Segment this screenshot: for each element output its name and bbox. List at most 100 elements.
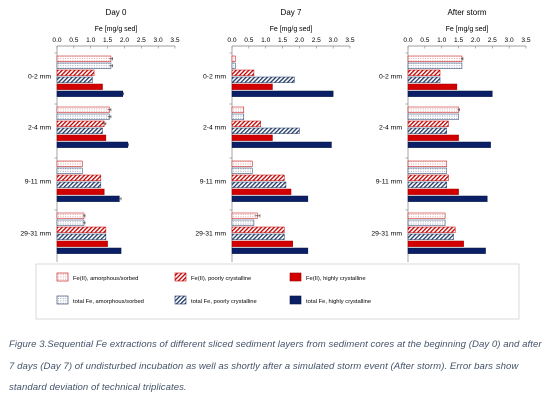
legend-label: total Fe, highly crystalline (306, 299, 371, 305)
bar (56, 134, 107, 141)
bar (231, 127, 300, 134)
x-tick-label: 1.5 (454, 37, 463, 44)
legend: Fe(II), amorphous/sorbed Fe(II), poorly c… (35, 263, 520, 320)
bar (231, 160, 253, 167)
bar (56, 181, 102, 188)
bar (231, 188, 292, 195)
x-tick-label: 0.5 (69, 37, 78, 44)
bar (407, 127, 448, 134)
x-tick-label: 1.0 (437, 37, 446, 44)
bar (407, 69, 441, 76)
bar (56, 219, 85, 226)
bar (56, 160, 83, 167)
category-label: 29-31 mm (20, 231, 51, 238)
category-label: 2-4 mm (203, 125, 226, 132)
bar (407, 83, 458, 90)
bar (56, 247, 122, 254)
bar (407, 76, 441, 83)
panel-3: After storm Fe [mg/g sed] 0.0 0.5 1.0 1.5 2.0 2… (371, 8, 531, 262)
bar (407, 106, 459, 113)
category-label: 0-2 mm (379, 74, 402, 81)
bar (407, 120, 449, 127)
bar (56, 83, 103, 90)
panel-1: Day 0 Fe [mg/g sed] 0.0 0.5 1.0 1.5 2.0 2.5 3.0 3… (20, 8, 180, 262)
bar (56, 106, 110, 113)
legend-label: total Fe, amorphous/sorbed (73, 299, 144, 305)
error-bar (457, 108, 460, 112)
bar (231, 113, 245, 120)
bar (231, 83, 273, 90)
error-bar (82, 214, 86, 218)
panel-title: Day 0 (106, 8, 127, 17)
bar (231, 195, 309, 202)
bar (56, 240, 108, 247)
category-label: 9-11 mm (376, 179, 403, 186)
x-axis-label: Fe [mg/g sed] (270, 26, 313, 33)
error-bar (107, 108, 112, 112)
bar (231, 167, 253, 174)
x-tick-label: 3.5 (170, 37, 179, 44)
error-bar (127, 143, 129, 147)
bar (407, 174, 449, 181)
figure-caption: Figure 3.Sequential Fe extractions of di… (9, 339, 542, 393)
bar (56, 195, 120, 202)
x-tick-label: 0.5 (420, 37, 429, 44)
panel-title: Day 7 (281, 8, 302, 17)
error-bar (254, 214, 261, 218)
category-label: 29-31 mm (371, 231, 402, 238)
x-tick-label: 2.5 (488, 37, 497, 44)
x-axis-label: Fe [mg/g sed] (95, 26, 138, 33)
category-label: 29-31 mm (195, 231, 226, 238)
x-tick-label: 1.0 (261, 37, 270, 44)
error-bar (102, 122, 107, 126)
bar (231, 120, 261, 127)
bar (56, 174, 102, 181)
panels-layer: Day 0 Fe [mg/g sed] 0.0 0.5 1.0 1.5 2.0 2.5 3.0 3… (20, 8, 531, 262)
bar (407, 141, 491, 148)
bar (231, 247, 309, 254)
bar (231, 233, 285, 240)
x-tick-label: 2.0 (120, 37, 129, 44)
bar (407, 62, 463, 69)
bar (56, 90, 123, 97)
bar (407, 219, 446, 226)
bar (407, 226, 456, 233)
bar (407, 240, 464, 247)
bar (407, 188, 459, 195)
bar (407, 55, 463, 62)
legend-swatch (174, 295, 187, 305)
legend-swatch (289, 295, 302, 305)
bar (56, 226, 107, 233)
x-tick-label: 0.0 (227, 37, 236, 44)
bar (231, 174, 285, 181)
x-tick-label: 0.5 (244, 37, 253, 44)
bar (407, 247, 486, 254)
bar (407, 167, 448, 174)
error-bar (109, 57, 113, 61)
x-tick-label: 3.5 (521, 37, 530, 44)
legend-swatch (56, 272, 69, 282)
bar (407, 134, 459, 141)
bar (231, 226, 285, 233)
bar (56, 212, 85, 219)
error-bar (82, 221, 86, 225)
category-label: 2-4 mm (28, 125, 51, 132)
bar (231, 219, 255, 226)
error-bar (107, 115, 112, 119)
category-label: 9-11 mm (200, 179, 227, 186)
bar (56, 167, 83, 174)
bar (56, 127, 103, 134)
x-tick-label: 2.0 (471, 37, 480, 44)
bar (231, 90, 334, 97)
x-tick-label: 1.5 (103, 37, 112, 44)
bar (231, 106, 245, 113)
bar (231, 240, 293, 247)
bar (231, 55, 236, 62)
legend-frame (35, 263, 520, 320)
figure-chart: Day 0 Fe [mg/g sed] 0.0 0.5 1.0 1.5 2.0 2.5 3.0 3… (20, 8, 531, 320)
bar (56, 233, 107, 240)
bar (56, 141, 129, 148)
bar (56, 76, 93, 83)
bar (231, 181, 287, 188)
bar (56, 113, 110, 120)
